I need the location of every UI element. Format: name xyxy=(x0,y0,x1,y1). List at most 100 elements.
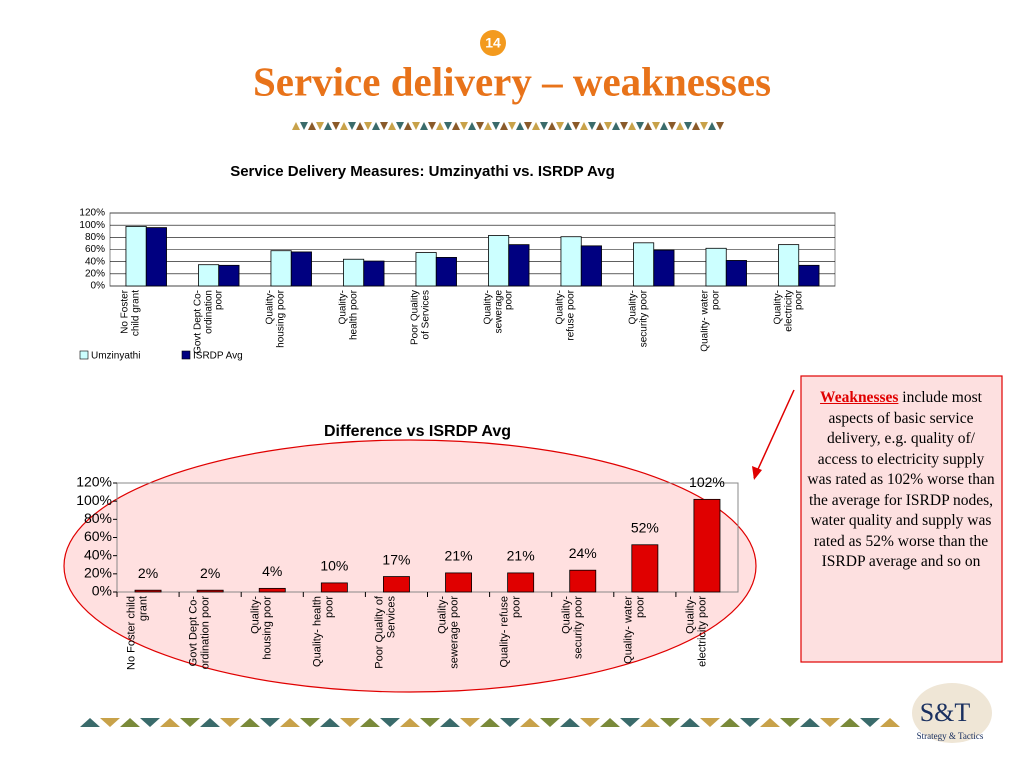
decoration xyxy=(548,122,556,130)
y-tick-label: 0% xyxy=(91,281,106,292)
decoration xyxy=(280,718,300,727)
callout-arrowhead xyxy=(752,466,762,480)
x-tick-label: Poor Quality of Services xyxy=(410,290,432,346)
decoration xyxy=(388,122,396,130)
callout: Weaknesses include most aspects of basic… xyxy=(806,388,996,573)
y-tick-label: 60% xyxy=(85,244,105,255)
y-tick-label: 120% xyxy=(76,474,112,490)
decoration xyxy=(436,122,444,130)
bar xyxy=(383,576,410,593)
bar xyxy=(270,250,292,287)
data-label: 102% xyxy=(689,474,725,490)
bar xyxy=(145,227,167,287)
logo-map xyxy=(912,683,992,743)
decoration xyxy=(332,122,340,130)
decoration xyxy=(440,718,460,727)
decoration xyxy=(652,122,660,130)
decoration xyxy=(840,718,860,727)
decoration xyxy=(484,122,492,130)
decoration xyxy=(492,122,500,130)
decoration xyxy=(520,718,540,727)
decoration xyxy=(580,122,588,130)
data-label: 2% xyxy=(138,565,158,581)
decoration xyxy=(644,122,652,130)
slide-number: 14 xyxy=(485,35,501,51)
x-tick-label: Quality- security poor xyxy=(561,596,584,659)
decoration xyxy=(80,718,100,727)
x-tick-label: Quality- sewerage poor xyxy=(436,596,460,669)
data-label: 4% xyxy=(262,563,282,579)
y-tick-label: 60% xyxy=(84,528,112,544)
decoration xyxy=(360,718,380,727)
decoration xyxy=(780,718,800,727)
bar xyxy=(580,245,602,287)
bar xyxy=(560,236,582,287)
legend-swatch xyxy=(79,350,89,360)
decoration xyxy=(600,718,620,727)
callout-text: include most aspects of basic service de… xyxy=(807,389,995,570)
y-tick-label: 20% xyxy=(84,565,112,581)
decoration xyxy=(556,122,564,130)
slide-number-badge xyxy=(480,30,506,56)
decoration xyxy=(860,718,880,727)
y-tick-label: 40% xyxy=(85,256,105,267)
decoration xyxy=(560,718,580,727)
callout-arrow xyxy=(753,389,795,479)
decoration xyxy=(200,718,220,727)
decoration xyxy=(460,122,468,130)
decoration xyxy=(120,718,140,727)
bar xyxy=(725,260,747,287)
x-tick-label: Quality- electricity poor xyxy=(773,290,805,332)
bar xyxy=(363,260,385,287)
decoration xyxy=(596,122,604,130)
y-tick-label: 100% xyxy=(76,492,112,508)
legend-label: Umzinyathi xyxy=(91,351,140,362)
highlight-ellipse xyxy=(63,439,757,693)
bar xyxy=(798,264,820,287)
x-tick-label: Quality- electricity poor xyxy=(685,596,708,667)
decoration xyxy=(820,718,840,727)
decoration xyxy=(508,122,516,130)
decoration xyxy=(220,718,240,727)
y-tick-label: 40% xyxy=(84,546,112,562)
decoration xyxy=(340,122,348,130)
decoration xyxy=(620,718,640,727)
slide-title: Service delivery – weaknesses xyxy=(253,58,771,104)
data-label: 21% xyxy=(507,548,535,564)
decoration xyxy=(716,122,724,130)
bar xyxy=(445,572,472,593)
decoration xyxy=(612,122,620,130)
decoration xyxy=(380,122,388,130)
y-tick-label: 80% xyxy=(85,232,105,243)
decoration xyxy=(100,718,120,727)
decoration xyxy=(676,122,684,130)
callout-highlight: Weaknesses xyxy=(820,389,899,406)
decoration xyxy=(428,122,436,130)
logo: S&T xyxy=(920,698,971,727)
decoration xyxy=(316,122,324,130)
decoration xyxy=(340,718,360,727)
decoration xyxy=(160,718,180,727)
x-tick-label: No Foster child grant xyxy=(120,290,142,337)
bar xyxy=(290,251,312,287)
bar xyxy=(435,257,457,287)
legend-swatch xyxy=(181,350,191,360)
decoration xyxy=(460,718,480,727)
decoration xyxy=(364,122,372,130)
decoration xyxy=(532,122,540,130)
x-tick-label: Quality- water poor xyxy=(700,290,722,352)
bar xyxy=(343,258,365,287)
decoration xyxy=(412,122,420,130)
decoration xyxy=(524,122,532,130)
decoration xyxy=(668,122,676,130)
y-tick-label: 120% xyxy=(79,208,105,219)
decoration xyxy=(660,122,668,130)
x-tick-label: Quality- health poor xyxy=(312,596,336,667)
data-label: 17% xyxy=(382,551,410,567)
decoration xyxy=(292,122,300,130)
decoration xyxy=(740,718,760,727)
decoration xyxy=(180,718,200,727)
decoration xyxy=(300,122,308,130)
bar xyxy=(633,242,655,287)
